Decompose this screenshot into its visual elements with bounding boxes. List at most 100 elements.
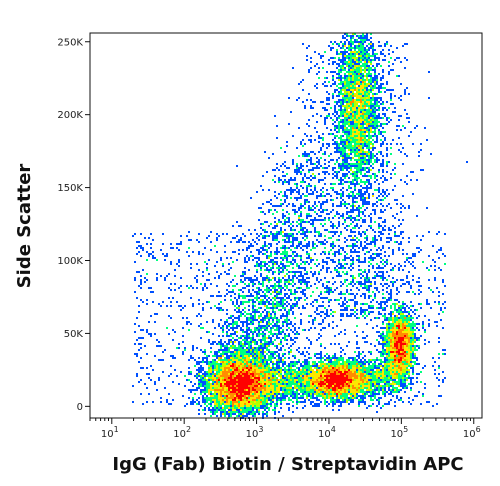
density-cell	[280, 357, 282, 359]
density-cell	[398, 309, 400, 311]
density-cell	[228, 397, 230, 399]
density-cell	[254, 313, 256, 315]
density-cell	[312, 361, 314, 363]
density-cell	[316, 371, 318, 373]
density-cell	[312, 393, 314, 395]
density-cell	[288, 375, 290, 377]
density-cell	[330, 183, 332, 185]
density-cell	[230, 409, 232, 411]
density-cell	[220, 367, 222, 369]
density-cell	[302, 229, 304, 231]
density-cell	[254, 415, 256, 417]
density-cell	[338, 145, 340, 147]
density-cell	[290, 193, 292, 195]
density-cell	[238, 387, 240, 389]
density-cell	[354, 385, 356, 387]
density-cell	[298, 401, 300, 403]
density-cell	[344, 391, 346, 393]
density-cell	[414, 345, 416, 347]
density-cell	[268, 383, 270, 385]
density-cell	[368, 157, 370, 159]
density-cell	[324, 391, 326, 393]
density-cell	[292, 391, 294, 393]
density-cell	[274, 295, 276, 297]
density-cell	[272, 391, 274, 393]
density-cell	[370, 105, 372, 107]
density-cell	[370, 85, 372, 87]
density-cell	[324, 397, 326, 399]
density-cell	[368, 59, 370, 61]
density-cell	[364, 61, 366, 63]
density-cell	[240, 275, 242, 277]
density-cell	[334, 91, 336, 93]
density-cell	[346, 395, 348, 397]
density-cell	[224, 403, 226, 405]
density-cell	[304, 283, 306, 285]
density-cell	[382, 175, 384, 177]
density-cell	[262, 295, 264, 297]
density-cell	[280, 287, 282, 289]
density-cell	[324, 393, 326, 395]
density-cell	[390, 377, 392, 379]
density-cell	[336, 85, 338, 87]
density-cell	[340, 101, 342, 103]
density-cell	[268, 211, 270, 213]
density-cell	[364, 113, 366, 115]
density-cell	[372, 85, 374, 87]
density-cell	[268, 345, 270, 347]
density-cell	[380, 65, 382, 67]
density-cell	[270, 401, 272, 403]
density-cell	[346, 139, 348, 141]
density-cell	[362, 377, 364, 379]
density-cell	[288, 397, 290, 399]
density-cell	[404, 371, 406, 373]
density-cell	[338, 109, 340, 111]
density-cell	[350, 369, 352, 371]
density-cell	[266, 269, 268, 271]
density-cell	[356, 161, 358, 163]
density-cell	[348, 403, 350, 405]
density-cell	[296, 287, 298, 289]
density-cell	[232, 367, 234, 369]
density-cell	[340, 83, 342, 85]
density-cell	[318, 393, 320, 395]
density-cell	[388, 383, 390, 385]
density-cell	[218, 401, 220, 403]
density-cell	[336, 141, 338, 143]
density-cell	[234, 345, 236, 347]
density-cell	[402, 325, 404, 327]
density-cell	[304, 239, 306, 241]
density-cell	[264, 385, 266, 387]
density-cell	[312, 221, 314, 223]
density-cell	[244, 415, 246, 417]
density-cell	[348, 91, 350, 93]
density-cell	[380, 165, 382, 167]
density-cell	[256, 401, 258, 403]
density-cell	[372, 163, 374, 165]
density-cell	[356, 169, 358, 171]
density-cell	[246, 405, 248, 407]
density-cell	[330, 395, 332, 397]
density-cell	[406, 365, 408, 367]
density-cell	[348, 177, 350, 179]
density-cell	[248, 385, 250, 387]
density-cell	[246, 385, 248, 387]
density-cell	[300, 369, 302, 371]
density-cell	[198, 381, 200, 383]
density-cell	[236, 367, 238, 369]
density-cell	[316, 357, 318, 359]
density-cell	[242, 383, 244, 385]
density-cell	[356, 375, 358, 377]
density-cell	[342, 113, 344, 115]
density-cell	[276, 225, 278, 227]
density-cell	[270, 391, 272, 393]
density-cell	[334, 383, 336, 385]
density-cell	[378, 389, 380, 391]
density-cell	[208, 389, 210, 391]
density-cell	[316, 245, 318, 247]
density-cell	[388, 327, 390, 329]
density-cell	[254, 305, 256, 307]
density-cell	[338, 125, 340, 127]
density-cell	[290, 223, 292, 225]
density-cell	[250, 281, 252, 283]
